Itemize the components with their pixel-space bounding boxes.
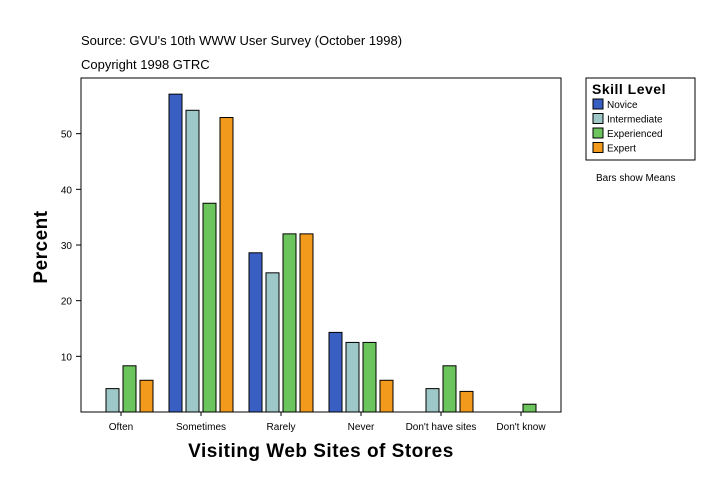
y-tick-label: 10 [61,352,73,363]
legend-title: Skill Level [592,81,666,97]
bars-note: Bars show Means [596,173,676,184]
source-caption: Source: GVU's 10th WWW User Survey (Octo… [81,33,403,48]
copyright-caption: Copyright 1998 GTRC [81,57,210,72]
legend-box [585,77,696,161]
x-tick-label: Rarely [267,422,296,433]
y-axis-ticks: 10 20 30 40 50 [61,130,81,363]
bars-group [105,93,537,413]
bar-expert-4 [459,390,474,413]
bar-expert-3 [379,379,394,413]
bar-experienced-3 [362,341,377,413]
legend-label-expert: Expert [607,144,636,155]
bar-experienced-2 [282,233,297,413]
legend: Skill Level Novice Intermediate Experience… [585,77,696,161]
y-axis-title: Percent [31,210,52,283]
legend-label-novice: Novice [607,100,638,111]
legend-swatch-intermediate [592,113,604,124]
bar-experienced-5 [522,403,537,413]
bar-experienced-1 [202,202,217,413]
y-tick-label: 50 [61,130,73,141]
x-axis-ticks: Often Sometimes Rarely Never Don't have site… [109,412,546,433]
bar-intermediate-1 [185,109,200,413]
x-tick-label: Sometimes [176,422,226,433]
y-tick-label: 40 [61,185,73,196]
bar-novice-1 [168,93,183,413]
bar-intermediate-3 [345,341,360,413]
bar-intermediate-2 [265,272,280,413]
legend-swatch-expert [592,142,604,153]
legend-swatch-novice [592,98,604,110]
bar-novice-2 [248,252,263,413]
x-tick-label: Never [348,422,375,433]
bar-experienced-0 [122,365,137,413]
legend-label-experienced: Experienced [607,129,663,140]
bar-expert-1 [219,117,234,413]
plot-frame [80,77,562,413]
bar-novice-3 [328,331,343,413]
x-axis-title: Visiting Web Sites of Stores [188,441,454,462]
bar-intermediate-0 [105,388,120,413]
x-tick-label: Often [109,422,133,433]
y-tick-label: 20 [61,297,73,308]
bar-expert-2 [299,233,314,413]
y-tick-label: 30 [61,241,73,252]
bar-experienced-4 [442,365,457,413]
x-tick-label: Don't have sites [406,422,477,433]
legend-swatch-experienced [592,127,604,139]
x-tick-label: Don't know [496,422,546,433]
bar-expert-0 [139,379,154,413]
bar-intermediate-4 [425,388,440,413]
legend-label-intermediate: Intermediate [607,115,663,126]
